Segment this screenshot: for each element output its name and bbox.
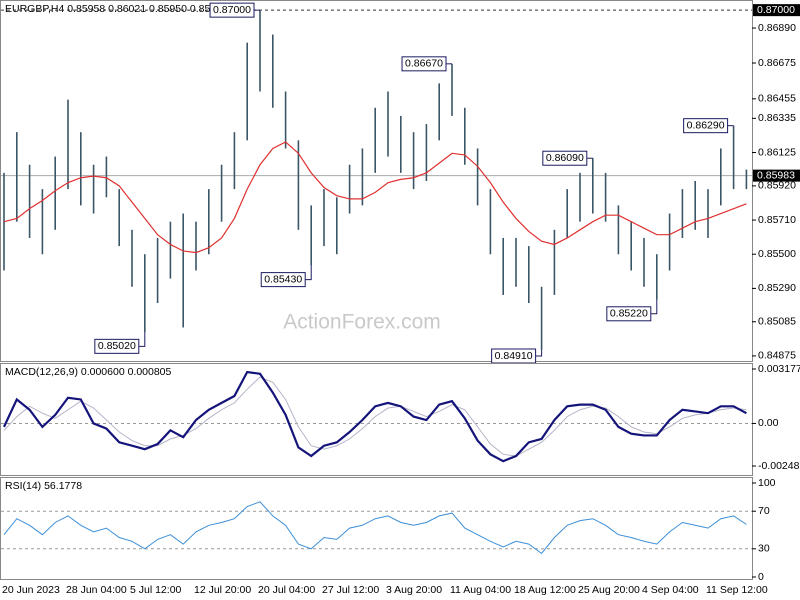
- x-tick-label: 5 Jul 12:00: [130, 584, 182, 596]
- y-tick-label: 0.85710: [758, 214, 796, 226]
- y-tick-label: 0.003177: [758, 363, 800, 375]
- x-tick-label: 20 Jun 2023: [2, 584, 60, 596]
- price-label-box: [753, 4, 800, 17]
- panel-title: MACD(12,26,9) 0.000600 0.000805: [5, 366, 172, 378]
- y-tick-label: 0.85920: [758, 180, 796, 192]
- annotation-connector: [138, 332, 146, 347]
- y-tick-label: 0.86125: [758, 146, 796, 158]
- watermark: ActionForex.com: [283, 311, 441, 334]
- x-tick-label: 27 Jul 12:00: [322, 584, 379, 596]
- price-label-box: [753, 169, 800, 182]
- y-tick-label: 70: [758, 505, 770, 517]
- price-label: 0.85983: [757, 169, 795, 181]
- annotation-label: 0.86090: [546, 152, 584, 164]
- x-tick-label: 28 Jun 04:00: [66, 584, 127, 596]
- moving-average: [3, 141, 747, 254]
- x-tick-label: 20 Jul 04:00: [258, 584, 315, 596]
- panel-title: RSI(14) 56.1778: [5, 480, 82, 492]
- annotation-label: 0.85220: [610, 308, 648, 320]
- indicator-line: [3, 501, 747, 555]
- annotation-connector: [650, 299, 658, 315]
- y-tick-label: 0.85290: [758, 282, 796, 294]
- y-tick-label: 0.86890: [758, 22, 796, 34]
- x-tick-label: 12 Jul 20:00: [194, 584, 251, 596]
- x-tick-label: 11 Sep 12:00: [706, 584, 768, 596]
- x-tick-label: 3 Aug 20:00: [386, 584, 442, 596]
- y-tick-label: 0.86455: [758, 93, 796, 105]
- panel: [0, 0, 753, 362]
- annotation-label: 0.86670: [405, 58, 443, 70]
- panel-title: EURGBP,H4 0.85958 0.86021 0.85950 0.8598…: [5, 3, 228, 15]
- y-tick-label: 0.86675: [758, 57, 796, 69]
- annotation-connector: [305, 265, 312, 281]
- annotation-label: 0.86290: [687, 119, 725, 131]
- x-tick-label: 18 Aug 12:00: [514, 584, 576, 596]
- y-tick-label: 0.86335: [758, 112, 796, 124]
- y-tick-label: 0: [758, 571, 764, 583]
- y-tick-label: 0.85500: [758, 248, 796, 260]
- y-tick-label: 0.84875: [758, 350, 796, 362]
- annotation-label: 0.84910: [495, 350, 533, 362]
- annotation-connector: [535, 350, 543, 357]
- price-label: 0.87000: [757, 4, 795, 16]
- panel: [0, 477, 753, 580]
- annotation-label: 0.85020: [98, 340, 136, 352]
- y-tick-label: -0.002482: [758, 460, 800, 472]
- annotation-label: 0.87000: [213, 4, 251, 16]
- y-tick-label: 0.85085: [758, 316, 796, 328]
- annotation-label: 0.85430: [264, 273, 302, 285]
- panel: [0, 363, 753, 476]
- y-tick-label: 30: [758, 543, 770, 555]
- indicator-line: [3, 376, 747, 457]
- x-tick-label: 25 Aug 20:00: [578, 584, 640, 596]
- x-tick-label: 11 Aug 04:00: [450, 584, 511, 596]
- y-tick-label: 100: [758, 477, 776, 489]
- x-tick-label: 4 Sep 04:00: [642, 584, 699, 596]
- y-tick-label: 0.00: [758, 417, 779, 429]
- indicator-line: [3, 370, 747, 463]
